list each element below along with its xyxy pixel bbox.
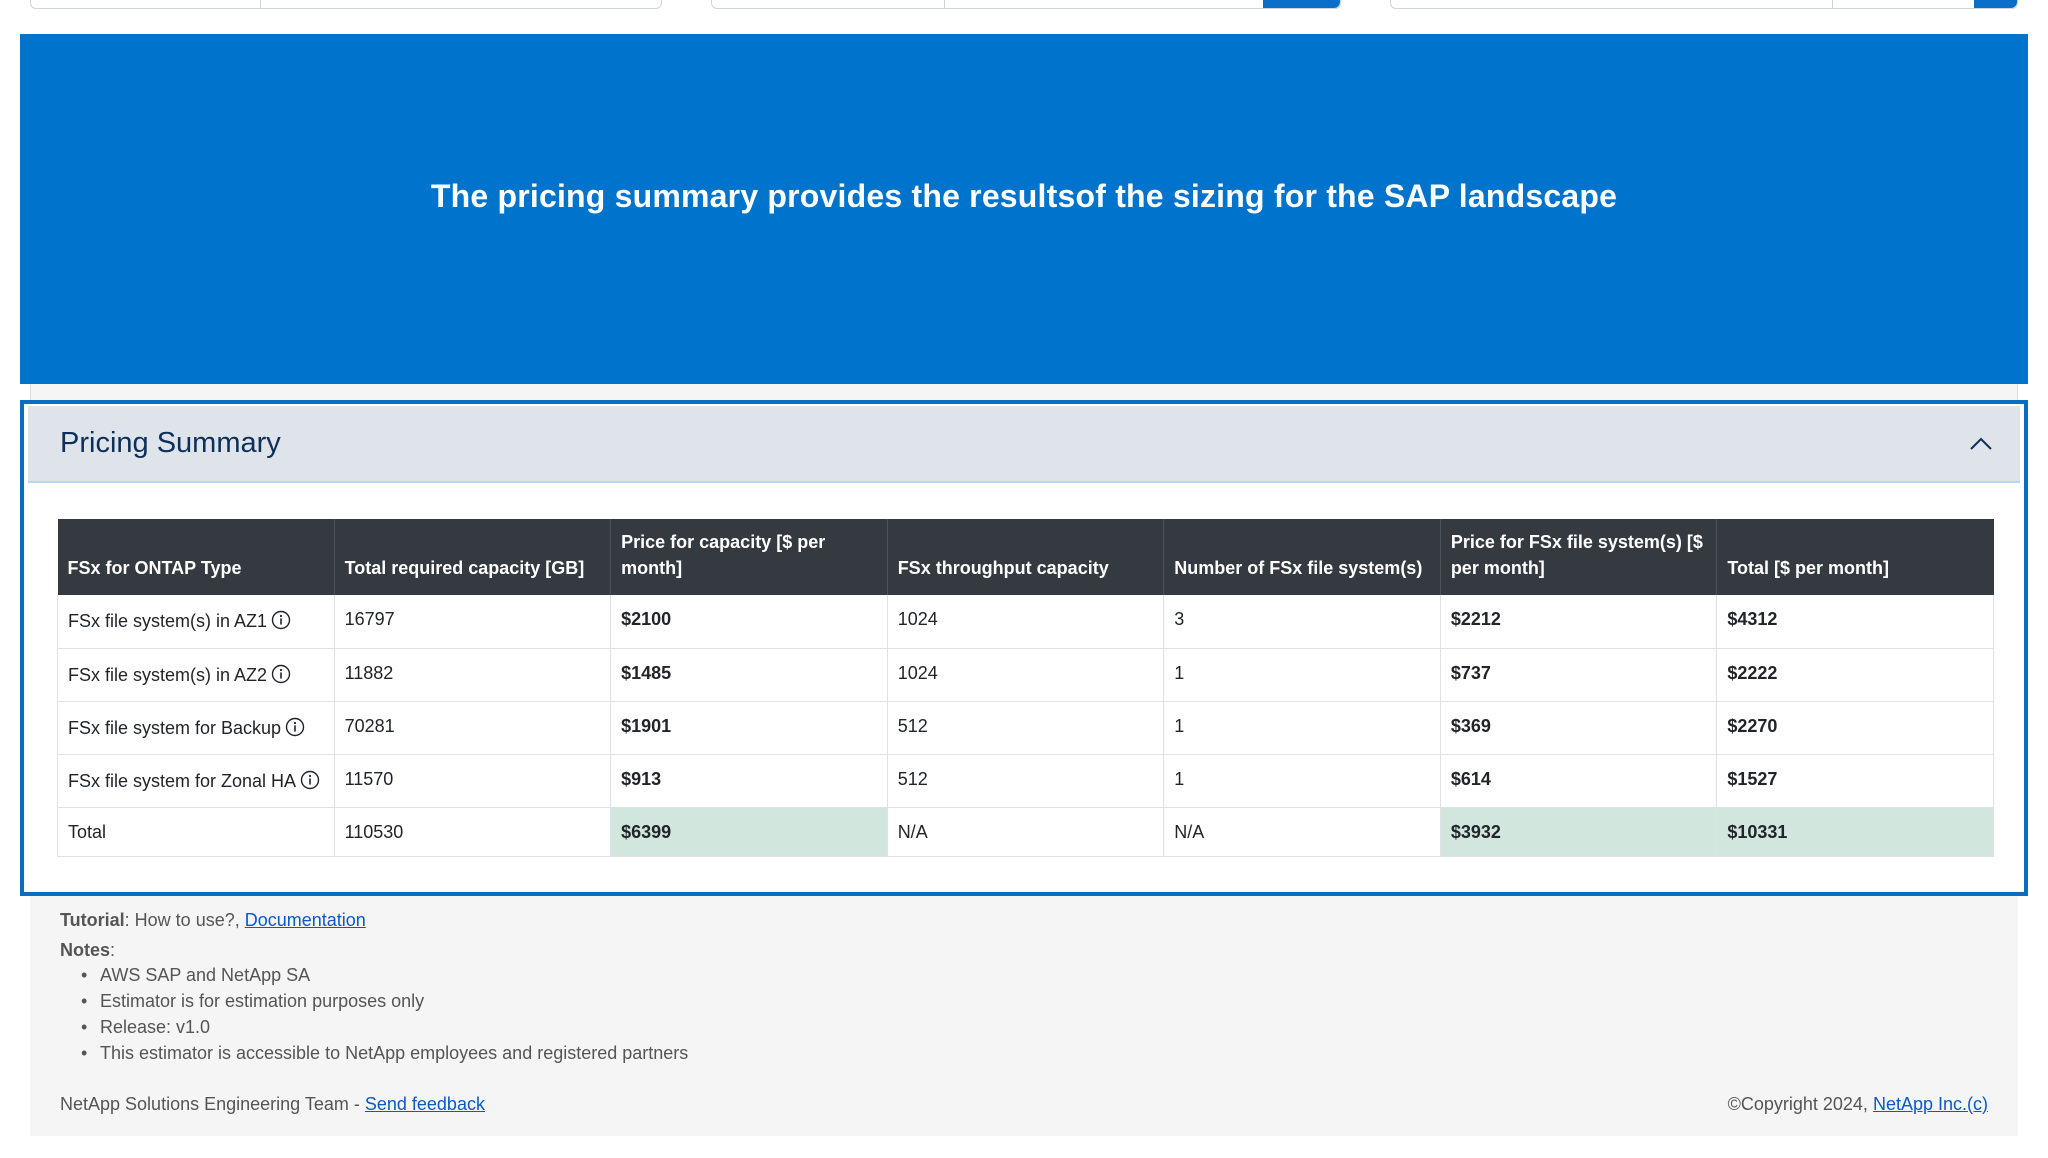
notes-label: Notes: [60, 940, 111, 960]
table-cell: $1527: [1716, 754, 1994, 808]
row-label-cell: FSx file system(s) in AZ1: [57, 595, 335, 649]
table-cell: $1901: [610, 701, 888, 755]
info-icon[interactable]: [285, 717, 305, 737]
table-header-row: FSx for ONTAP Type Total required capaci…: [57, 519, 1994, 595]
list-item: This estimator is accessible to NetApp e…: [60, 1040, 688, 1066]
table-cell: $913: [610, 754, 888, 808]
tutorial-label: Tutorial: [60, 910, 125, 930]
footer-copyright: ©Copyright 2024, NetApp Inc.(c): [1728, 1094, 1988, 1115]
info-icon[interactable]: [271, 664, 291, 684]
table-cell: 16797: [333, 595, 612, 649]
chevron-up-icon[interactable]: [1968, 431, 1994, 457]
table-cell: $614: [1439, 754, 1718, 808]
total-row: Total 110530 $6399 N/A N/A $3932 $10331: [57, 807, 1994, 857]
column-header: Total required capacity [GB]: [334, 519, 612, 595]
table-cell: $2100: [610, 595, 888, 649]
table-cell: 512: [886, 754, 1165, 808]
input-group-addon: [31, 0, 261, 8]
tutorial-text: : How to use?,: [124, 910, 245, 930]
pricing-table: FSx for ONTAP Type Total required capaci…: [57, 519, 1994, 857]
table-cell: 512: [886, 701, 1165, 755]
row-label: FSx file system(s) in AZ1: [68, 611, 268, 631]
table-row: FSx file system for Backup 70281 $1901 5…: [57, 701, 1994, 755]
table-cell: 11570: [333, 754, 612, 808]
table-cell: N/A: [886, 807, 1165, 857]
send-feedback-link[interactable]: Send feedback: [364, 1094, 485, 1114]
row-label-cell: FSx file system for Zonal HA: [57, 754, 335, 808]
total-capacity-price: $6399: [610, 807, 888, 857]
table-cell: 70281: [333, 701, 612, 755]
table-cell: $737: [1439, 648, 1718, 702]
info-icon[interactable]: [300, 770, 320, 790]
list-item: AWS SAP and NetApp SA: [60, 962, 688, 988]
column-header: FSx throughput capacity: [887, 519, 1165, 595]
input-group-3[interactable]: [1390, 0, 2018, 9]
column-header: Price for FSx file system(s) [$ per mont…: [1440, 519, 1718, 595]
input-group-addon: [1833, 0, 1975, 8]
team-text: NetApp Solutions Engineering Team -: [60, 1094, 365, 1114]
documentation-link[interactable]: Documentation: [244, 910, 366, 930]
total-filesystem-price: $3932: [1439, 807, 1718, 857]
grand-total: $10331: [1716, 807, 1994, 857]
table-cell: 1024: [886, 648, 1165, 702]
row-label-cell: FSx file system for Backup: [57, 701, 335, 755]
footer: Tutorial: How to use?, Documentation Not…: [30, 896, 2018, 1136]
input-group-button[interactable]: [1263, 0, 1340, 8]
hero-text: The pricing summary provides the results…: [430, 178, 1618, 214]
row-label: FSx file system for Zonal HA: [68, 770, 297, 791]
column-header: Price for capacity [$ per month]: [610, 519, 888, 595]
table-cell: N/A: [1163, 807, 1441, 857]
hero-banner: The pricing summary provides the results…: [20, 34, 2028, 384]
footer-team: NetApp Solutions Engineering Team - Send…: [60, 1094, 485, 1115]
table-cell: $2212: [1439, 595, 1718, 649]
row-label: Total: [57, 807, 335, 857]
list-item: Estimator is for estimation purposes onl…: [60, 988, 688, 1014]
input-group-button[interactable]: [1974, 0, 2017, 8]
table-cell: 1: [1163, 754, 1441, 808]
accordion-title: Pricing Summary: [60, 427, 281, 459]
notes-heading: Notes:: [60, 940, 115, 961]
column-header: Number of FSx file system(s): [1163, 519, 1441, 595]
info-icon[interactable]: [271, 610, 291, 630]
input-group-1[interactable]: [30, 0, 662, 9]
copyright-text: ©Copyright 2024,: [1727, 1094, 1873, 1114]
top-input-groups: [0, 0, 2048, 10]
pricing-summary-accordion: Pricing Summary FSx for ONTAP Type Total…: [20, 400, 2028, 896]
table-cell: 1024: [886, 595, 1165, 649]
table-cell: $4312: [1716, 595, 1994, 649]
table-cell: $2270: [1716, 701, 1994, 755]
table-cell: 1: [1163, 701, 1441, 755]
table-cell: $2222: [1716, 648, 1994, 702]
accordion-body: FSx for ONTAP Type Total required capaci…: [24, 483, 2024, 857]
column-header: FSx for ONTAP Type: [57, 519, 335, 595]
table-cell: 3: [1163, 595, 1441, 649]
table-cell: 110530: [333, 807, 612, 857]
row-label-cell: FSx file system(s) in AZ2: [57, 648, 335, 702]
row-label: FSx file system for Backup: [68, 717, 282, 738]
row-label: FSx file system(s) in AZ2: [68, 664, 268, 685]
company-link[interactable]: NetApp Inc.(c): [1872, 1094, 1988, 1114]
tutorial-line: Tutorial: How to use?, Documentation: [60, 910, 366, 931]
accordion-header[interactable]: Pricing Summary: [28, 406, 2020, 483]
notes-colon: :: [110, 940, 116, 960]
table-row: FSx file system for Zonal HA 11570 $913 …: [57, 754, 1994, 808]
table-cell: 1: [1163, 648, 1441, 702]
table-cell: 11882: [333, 648, 612, 702]
table-cell: $1485: [610, 648, 888, 702]
notes-list: AWS SAP and NetApp SA Estimator is for e…: [60, 962, 688, 1066]
list-item: Release: v1.0: [60, 1014, 688, 1040]
column-header: Total [$ per month]: [1716, 519, 1994, 595]
section-divider: [30, 384, 2018, 400]
input-group-2[interactable]: [711, 0, 1341, 9]
input-group-addon: [712, 0, 945, 8]
table-row: FSx file system(s) in AZ1 16797 $2100 10…: [57, 595, 1994, 649]
table-row: FSx file system(s) in AZ2 11882 $1485 10…: [57, 648, 1994, 702]
table-cell: $369: [1439, 701, 1718, 755]
input-group-field[interactable]: [1391, 0, 1833, 8]
